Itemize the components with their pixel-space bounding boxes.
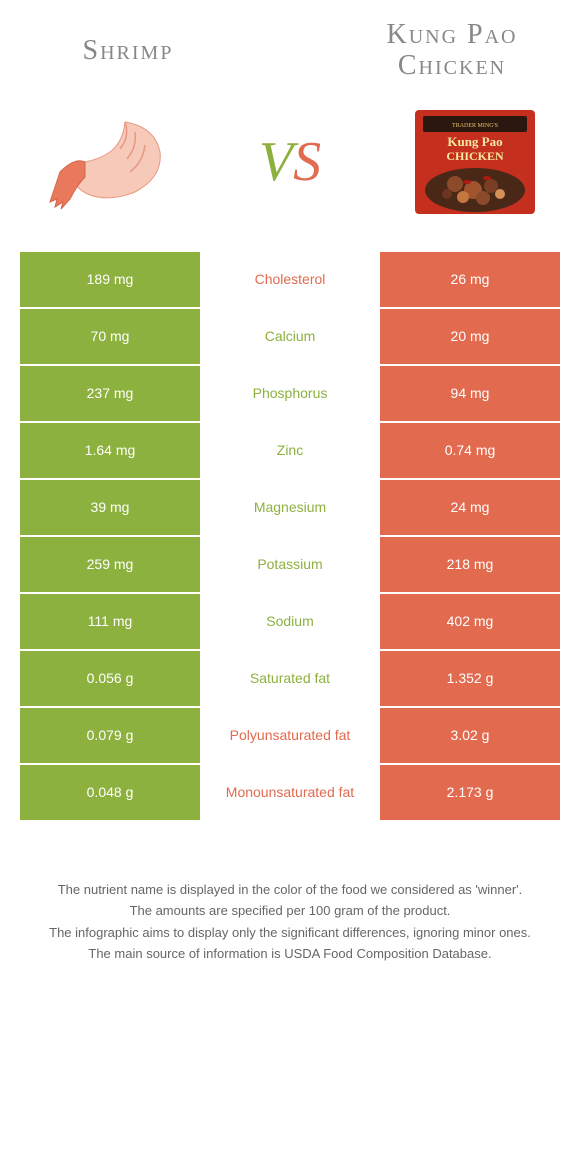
title-right: Kung Pao Chicken [344, 20, 560, 82]
svg-text:TRADER MING'S: TRADER MING'S [452, 123, 498, 129]
table-row: 189 mgCholesterol26 mg [20, 252, 560, 307]
table-row: 237 mgPhosphorus94 mg [20, 366, 560, 421]
footer-line: The amounts are specified per 100 gram o… [30, 901, 550, 921]
table-row: 70 mgCalcium20 mg [20, 309, 560, 364]
table-row: 0.048 gMonounsaturated fat2.173 g [20, 765, 560, 820]
nutrient-label: Sodium [200, 594, 380, 649]
header: Shrimp Kung Pao Chicken [0, 0, 580, 92]
nutrient-label: Saturated fat [200, 651, 380, 706]
nutrient-label: Phosphorus [200, 366, 380, 421]
footer-line: The main source of information is USDA F… [30, 944, 550, 964]
right-value: 2.173 g [380, 765, 560, 820]
left-value: 237 mg [20, 366, 200, 421]
left-value: 0.056 g [20, 651, 200, 706]
table-row: 0.079 gPolyunsaturated fat3.02 g [20, 708, 560, 763]
right-value: 218 mg [380, 537, 560, 592]
left-value: 111 mg [20, 594, 200, 649]
nutrient-label: Zinc [200, 423, 380, 478]
table-row: 0.056 gSaturated fat1.352 g [20, 651, 560, 706]
footer-notes: The nutrient name is displayed in the co… [30, 880, 550, 964]
footer-line: The nutrient name is displayed in the co… [30, 880, 550, 900]
vs-v: V [259, 131, 293, 193]
table-row: 259 mgPotassium218 mg [20, 537, 560, 592]
nutrient-label: Cholesterol [200, 252, 380, 307]
comparison-table: 189 mgCholesterol26 mg70 mgCalcium20 mg2… [20, 252, 560, 820]
left-value: 39 mg [20, 480, 200, 535]
nutrient-label: Calcium [200, 309, 380, 364]
table-row: 1.64 mgZinc0.74 mg [20, 423, 560, 478]
right-value: 26 mg [380, 252, 560, 307]
footer-line: The infographic aims to display only the… [30, 923, 550, 943]
table-row: 39 mgMagnesium24 mg [20, 480, 560, 535]
right-value: 3.02 g [380, 708, 560, 763]
title-right-line1: Kung Pao [386, 19, 517, 50]
nutrient-label: Potassium [200, 537, 380, 592]
right-value: 94 mg [380, 366, 560, 421]
images-row: VS TRADER MING'S Kung Pao CHICKEN [0, 92, 580, 252]
nutrient-label: Magnesium [200, 480, 380, 535]
title-right-line2: Chicken [398, 50, 506, 81]
right-value: 402 mg [380, 594, 560, 649]
svg-text:Kung Pao: Kung Pao [447, 134, 502, 149]
left-value: 0.079 g [20, 708, 200, 763]
left-value: 0.048 g [20, 765, 200, 820]
table-row: 111 mgSodium402 mg [20, 594, 560, 649]
left-value: 1.64 mg [20, 423, 200, 478]
left-value: 259 mg [20, 537, 200, 592]
title-left: Shrimp [20, 35, 236, 67]
shrimp-image [30, 102, 180, 222]
left-value: 189 mg [20, 252, 200, 307]
right-value: 20 mg [380, 309, 560, 364]
svg-text:CHICKEN: CHICKEN [446, 149, 504, 163]
right-value: 0.74 mg [380, 423, 560, 478]
vs-s: S [293, 131, 321, 193]
right-value: 24 mg [380, 480, 560, 535]
right-value: 1.352 g [380, 651, 560, 706]
vs-label: VS [259, 130, 321, 194]
nutrient-label: Monounsaturated fat [200, 765, 380, 820]
nutrient-label: Polyunsaturated fat [200, 708, 380, 763]
left-value: 70 mg [20, 309, 200, 364]
kung-pao-image: TRADER MING'S Kung Pao CHICKEN [400, 102, 550, 222]
